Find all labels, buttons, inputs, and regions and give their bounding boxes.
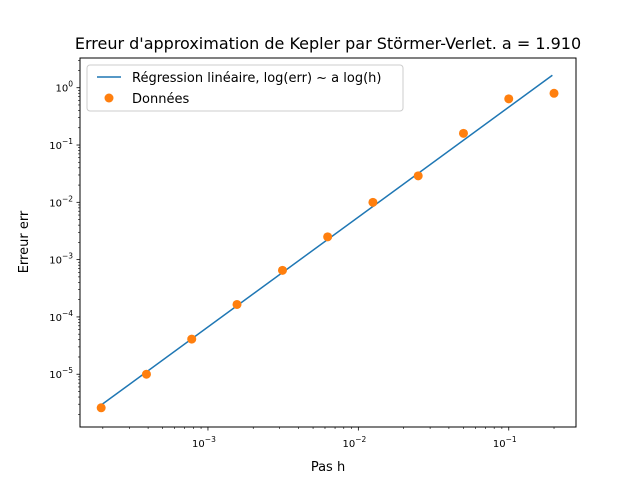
data-point	[549, 88, 559, 98]
y-tick-label: 10−4	[49, 309, 73, 324]
plot-frame	[79, 57, 577, 428]
y-tick-label: 10−1	[49, 137, 73, 152]
y-tick-label: 10−2	[49, 194, 73, 209]
x-axis-label: Pas h	[311, 460, 345, 475]
plot-area	[96, 74, 559, 413]
data-point	[96, 403, 106, 413]
y-axis-label: Erreur err	[17, 210, 32, 273]
data-point	[504, 94, 514, 104]
legend-box	[86, 64, 404, 112]
legend-marker-swatch	[104, 93, 114, 103]
data-point	[458, 128, 468, 138]
legend: Régression linéaire, log(err) ~ a log(h)…	[86, 64, 404, 112]
data-point	[413, 171, 423, 181]
y-tick-label: 100	[55, 80, 73, 95]
data-point	[232, 299, 242, 309]
data-point	[187, 334, 197, 344]
y-tick-label: 10−5	[49, 366, 73, 381]
chart-title: Erreur d'approximation de Kepler par Stö…	[75, 34, 581, 53]
data-point	[141, 369, 151, 379]
data-point	[277, 265, 287, 275]
data-point	[323, 232, 333, 242]
legend-label-regression: Régression linéaire, log(err) ~ a log(h)	[132, 71, 381, 86]
legend-label-data: Données	[132, 92, 189, 107]
y-tick-label: 10−3	[49, 252, 73, 267]
data-point	[368, 197, 378, 207]
